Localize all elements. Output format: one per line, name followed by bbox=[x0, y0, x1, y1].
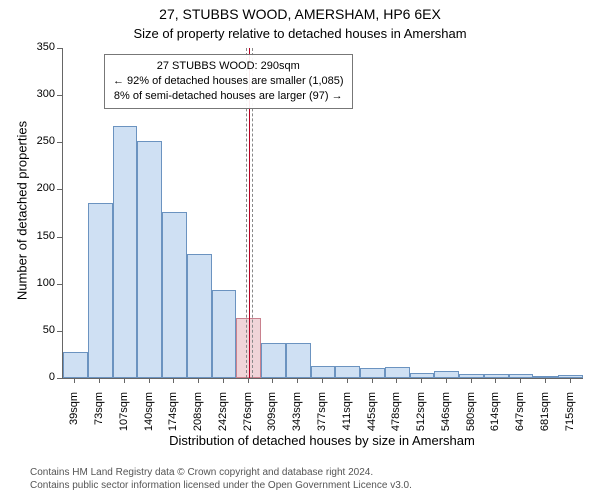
x-tick-label: 681sqm bbox=[539, 392, 551, 442]
footer-line-2: Contains public sector information licen… bbox=[30, 479, 412, 492]
footer-line-1: Contains HM Land Registry data © Crown c… bbox=[30, 466, 412, 479]
x-tick-label: 478sqm bbox=[390, 392, 402, 442]
histogram-bar bbox=[212, 290, 237, 378]
y-tick-label: 100 bbox=[27, 277, 55, 289]
histogram-bar bbox=[558, 375, 583, 378]
x-tick-mark bbox=[421, 378, 422, 383]
y-tick-label: 250 bbox=[27, 135, 55, 147]
y-tick-mark bbox=[57, 48, 62, 49]
x-tick-mark bbox=[99, 378, 100, 383]
x-tick-mark bbox=[198, 378, 199, 383]
x-tick-label: 512sqm bbox=[415, 392, 427, 442]
annotation-box: 27 STUBBS WOOD: 290sqm← 92% of detached … bbox=[104, 54, 353, 109]
x-tick-mark bbox=[520, 378, 521, 383]
annotation-line-2: ← 92% of detached houses are smaller (1,… bbox=[113, 74, 344, 89]
y-tick-label: 300 bbox=[27, 88, 55, 100]
y-tick-mark bbox=[57, 331, 62, 332]
histogram-bar bbox=[360, 368, 385, 378]
x-tick-label: 309sqm bbox=[266, 392, 278, 442]
x-tick-label: 445sqm bbox=[366, 392, 378, 442]
x-tick-label: 107sqm bbox=[118, 392, 130, 442]
y-tick-mark bbox=[57, 189, 62, 190]
x-tick-mark bbox=[396, 378, 397, 383]
x-tick-label: 647sqm bbox=[514, 392, 526, 442]
histogram-bar bbox=[63, 352, 88, 378]
x-tick-mark bbox=[223, 378, 224, 383]
x-tick-mark bbox=[272, 378, 273, 383]
x-tick-label: 614sqm bbox=[489, 392, 501, 442]
y-tick-label: 150 bbox=[27, 230, 55, 242]
x-tick-mark bbox=[173, 378, 174, 383]
histogram-bar bbox=[434, 371, 459, 378]
x-tick-label: 715sqm bbox=[564, 392, 576, 442]
histogram-bar bbox=[113, 126, 138, 378]
chart-subtitle: Size of property relative to detached ho… bbox=[0, 26, 600, 41]
chart-footer: Contains HM Land Registry data © Crown c… bbox=[30, 466, 412, 492]
histogram-bar bbox=[311, 366, 336, 378]
x-tick-label: 276sqm bbox=[242, 392, 254, 442]
x-tick-mark bbox=[322, 378, 323, 383]
histogram-bar bbox=[187, 254, 212, 378]
x-tick-mark bbox=[471, 378, 472, 383]
x-tick-label: 411sqm bbox=[341, 392, 353, 442]
x-tick-label: 580sqm bbox=[465, 392, 477, 442]
annotation-line-1: 27 STUBBS WOOD: 290sqm bbox=[113, 59, 344, 74]
x-tick-mark bbox=[248, 378, 249, 383]
x-tick-mark bbox=[297, 378, 298, 383]
chart-title: 27, STUBBS WOOD, AMERSHAM, HP6 6EX bbox=[0, 6, 600, 22]
x-tick-label: 140sqm bbox=[143, 392, 155, 442]
x-tick-mark bbox=[446, 378, 447, 383]
x-tick-label: 242sqm bbox=[217, 392, 229, 442]
x-tick-mark bbox=[149, 378, 150, 383]
y-tick-mark bbox=[57, 284, 62, 285]
y-tick-mark bbox=[57, 378, 62, 379]
y-tick-label: 200 bbox=[27, 182, 55, 194]
x-tick-mark bbox=[545, 378, 546, 383]
histogram-bar bbox=[88, 203, 113, 378]
y-tick-mark bbox=[57, 142, 62, 143]
histogram-bar bbox=[261, 343, 286, 378]
x-tick-label: 39sqm bbox=[68, 392, 80, 442]
x-tick-label: 73sqm bbox=[93, 392, 105, 442]
y-tick-label: 50 bbox=[27, 324, 55, 336]
histogram-bar bbox=[335, 366, 360, 378]
y-tick-label: 0 bbox=[27, 371, 55, 383]
histogram-bar bbox=[286, 343, 311, 378]
x-tick-mark bbox=[74, 378, 75, 383]
x-tick-mark bbox=[372, 378, 373, 383]
y-tick-mark bbox=[57, 95, 62, 96]
y-tick-label: 350 bbox=[27, 41, 55, 53]
annotation-line-3: 8% of semi-detached houses are larger (9… bbox=[113, 89, 344, 104]
x-tick-label: 377sqm bbox=[316, 392, 328, 442]
x-tick-mark bbox=[570, 378, 571, 383]
histogram-bar bbox=[385, 367, 410, 378]
x-tick-label: 343sqm bbox=[291, 392, 303, 442]
histogram-chart: 27, STUBBS WOOD, AMERSHAM, HP6 6EX Size … bbox=[0, 0, 600, 500]
histogram-bar bbox=[162, 212, 187, 378]
x-tick-label: 208sqm bbox=[192, 392, 204, 442]
y-tick-mark bbox=[57, 237, 62, 238]
x-tick-mark bbox=[495, 378, 496, 383]
histogram-bar bbox=[533, 376, 558, 378]
x-tick-label: 546sqm bbox=[440, 392, 452, 442]
histogram-bar bbox=[137, 141, 162, 378]
histogram-bar bbox=[459, 374, 484, 378]
x-tick-mark bbox=[124, 378, 125, 383]
x-tick-label: 174sqm bbox=[167, 392, 179, 442]
x-tick-mark bbox=[347, 378, 348, 383]
